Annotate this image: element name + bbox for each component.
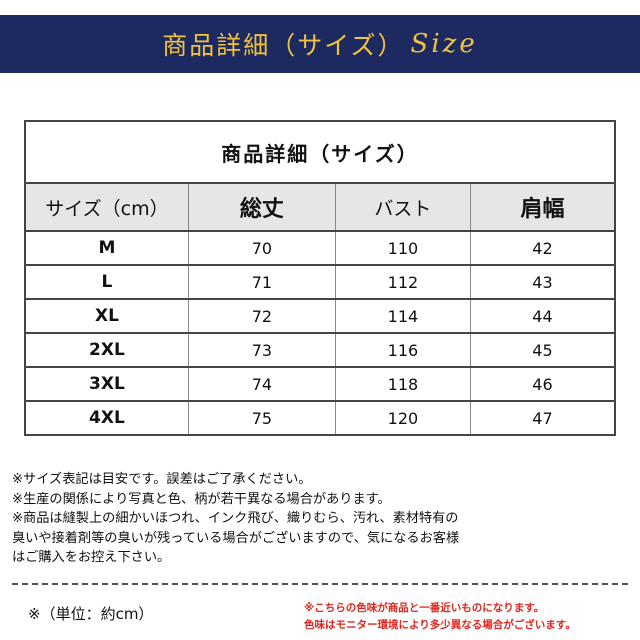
shoulder-cell: 45 bbox=[532, 340, 553, 360]
shoulder-cell: 43 bbox=[532, 272, 553, 292]
size-cell: M bbox=[26, 232, 189, 264]
table-row: L 71 112 43 bbox=[26, 266, 614, 300]
note-line: ※生産の関係により写真と色、柄が若干異なる場合があります。 bbox=[12, 491, 391, 507]
header-size: サイズ（cm） bbox=[26, 184, 189, 230]
size-cell: 2XL bbox=[26, 334, 189, 366]
table-row: 4XL 75 120 47 bbox=[26, 402, 614, 436]
color-note: ※こちらの色味が商品と一番近いものになります。 色味はモニター環境により多少異な… bbox=[304, 600, 634, 634]
length-cell: 74 bbox=[189, 368, 336, 400]
size-cell: 3XL bbox=[26, 368, 189, 400]
note-line: ※サイズ表記は目安です。誤差はご了承ください。 bbox=[12, 472, 312, 487]
size-table: 商品詳細（サイズ） サイズ（cm） 総丈 バスト 肩幅 M 70 110 42 … bbox=[24, 120, 616, 436]
length-cell: 71 bbox=[189, 266, 336, 298]
title-banner: 商品詳細（サイズ） Size bbox=[0, 15, 640, 73]
bust-cell: 110 bbox=[336, 232, 471, 264]
shoulder-cell: 44 bbox=[532, 306, 553, 326]
unit-label: ※（単位：約cm） bbox=[28, 605, 154, 623]
banner-script-title: Size bbox=[410, 29, 478, 59]
table-header-row: サイズ（cm） 総丈 バスト 肩幅 bbox=[24, 182, 616, 232]
shoulder-cell: 47 bbox=[532, 408, 553, 428]
note-line: ※商品は縫製上の細かいほつれ、インク飛び、織りむら、汚れ、素材特有の bbox=[12, 511, 459, 526]
length-cell: 75 bbox=[189, 402, 336, 434]
table-row: 3XL 74 118 46 bbox=[26, 368, 614, 402]
size-cell: XL bbox=[26, 300, 189, 332]
table-row: 2XL 73 116 45 bbox=[26, 334, 614, 368]
notes: ※サイズ表記は目安です。誤差はご了承ください。 ※生産の関係により写真と色、柄が… bbox=[12, 470, 632, 568]
note-line: はご購入をお控え下さい。 bbox=[12, 550, 171, 565]
banner-title: 商品詳細（サイズ） bbox=[162, 31, 405, 60]
dashed-divider bbox=[12, 583, 628, 585]
bust-cell: 112 bbox=[336, 266, 471, 298]
table-row: XL 72 114 44 bbox=[26, 300, 614, 334]
length-cell: 73 bbox=[189, 334, 336, 366]
header-shoulder: 肩幅 bbox=[470, 184, 614, 230]
color-note-line: 色味はモニター環境により多少異なる場合がございます。 bbox=[304, 619, 576, 631]
shoulder-cell: 42 bbox=[532, 238, 553, 258]
color-note-line: ※こちらの色味が商品と一番近いものになります。 bbox=[304, 602, 545, 614]
length-cell: 72 bbox=[189, 300, 336, 332]
bust-cell: 120 bbox=[336, 402, 471, 434]
length-cell: 70 bbox=[189, 232, 336, 264]
header-bust: バスト bbox=[335, 184, 471, 230]
bust-cell: 114 bbox=[336, 300, 471, 332]
header-length: 総丈 bbox=[188, 184, 336, 230]
table-row: M 70 110 42 bbox=[26, 232, 614, 266]
size-cell: 4XL bbox=[26, 402, 189, 434]
table-title: 商品詳細（サイズ） bbox=[24, 120, 616, 182]
bust-cell: 116 bbox=[336, 334, 471, 366]
shoulder-cell: 46 bbox=[532, 374, 553, 394]
size-cell: L bbox=[26, 266, 189, 298]
bust-cell: 118 bbox=[336, 368, 471, 400]
table-body: M 70 110 42 L 71 112 43 XL 72 114 44 2XL… bbox=[24, 232, 616, 436]
note-line: 臭いや接着剤等の臭いが残っている場合がございますので、気になるお客様 bbox=[12, 530, 460, 546]
